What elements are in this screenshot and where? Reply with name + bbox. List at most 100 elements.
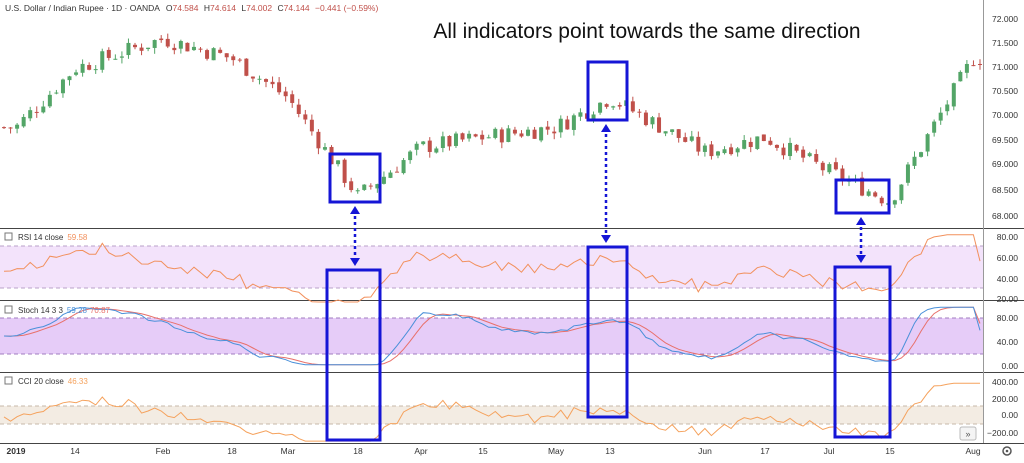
- candle-body: [945, 104, 950, 112]
- candle-body: [172, 47, 177, 51]
- collapse-icon[interactable]: [4, 305, 13, 314]
- candle-body: [611, 106, 616, 108]
- candle-body: [696, 136, 701, 152]
- candle-body: [499, 129, 504, 143]
- candle-body: [860, 177, 865, 196]
- candle-body: [951, 83, 956, 107]
- candle-body: [879, 197, 884, 204]
- cci-tick: 400.00: [992, 377, 1018, 387]
- rsi-band: [0, 246, 983, 288]
- symbol-legend[interactable]: U.S. Dollar / Indian Rupee · 1D · OANDA …: [5, 3, 378, 13]
- candle-body: [571, 115, 576, 130]
- candle-body: [100, 51, 105, 70]
- price-tick: 71.500: [992, 38, 1018, 48]
- cci-legend[interactable]: CCI 20 close 46.33: [4, 376, 88, 386]
- price-tick: 69.000: [992, 159, 1018, 169]
- candle-body: [47, 94, 52, 107]
- candle-body: [788, 142, 793, 157]
- settings-button[interactable]: [1002, 446, 1012, 456]
- candle-body: [283, 91, 288, 97]
- rsi-tick: 40.00: [997, 274, 1019, 284]
- candle-body: [139, 47, 144, 51]
- arrow-head-up: [856, 217, 866, 225]
- candle-body: [362, 184, 367, 190]
- time-tick: 18: [227, 446, 237, 456]
- candle-body: [794, 144, 799, 151]
- stoch-axis[interactable]: 80.00 40.00 0.00: [997, 313, 1019, 371]
- candle-body: [801, 149, 806, 158]
- stoch-tick: 80.00: [997, 313, 1019, 323]
- price-tick: 68.000: [992, 211, 1018, 221]
- time-axis[interactable]: 2019 14 Feb 18 Mar 18 Apr 15 May 13 Jun …: [7, 446, 981, 456]
- cci-axis[interactable]: 400.00 200.00 0.00 −200.00: [987, 377, 1018, 438]
- rsi-axis[interactable]: 80.00 60.00 40.00 20.00: [997, 232, 1019, 304]
- candle-body: [670, 129, 675, 132]
- time-tick: Feb: [156, 446, 171, 456]
- candle-body: [106, 49, 111, 58]
- candle-body: [873, 192, 878, 197]
- candle-body: [919, 152, 924, 157]
- candle-body: [250, 76, 255, 79]
- candles-layer: [2, 33, 982, 208]
- candle-body: [237, 59, 242, 61]
- price-tick: 72.000: [992, 14, 1018, 24]
- candle-body: [54, 92, 59, 94]
- price-axis[interactable]: 72.000 71.500 71.000 70.500 70.000 69.50…: [992, 14, 1018, 221]
- candle-body: [702, 145, 707, 152]
- candle-body: [80, 63, 85, 73]
- candle-body: [427, 140, 432, 152]
- price-tick: 70.500: [992, 86, 1018, 96]
- high-label: H: [204, 3, 210, 13]
- price-tick: 68.500: [992, 185, 1018, 195]
- candle-body: [774, 144, 779, 148]
- candle-body: [978, 63, 982, 65]
- candle-body: [126, 42, 131, 56]
- collapse-icon[interactable]: [4, 376, 13, 385]
- candle-body: [735, 148, 740, 153]
- highlight-box: [834, 178, 891, 215]
- candle-body: [165, 38, 170, 47]
- cci-tick: 200.00: [992, 394, 1018, 404]
- low-value: 74.002: [246, 3, 272, 13]
- stoch-label: Stoch 14 3 3: [18, 306, 63, 315]
- button-frame: [959, 426, 977, 441]
- stoch-layer: [3, 306, 981, 366]
- arrow-head-down: [350, 258, 360, 266]
- candle-body: [349, 181, 354, 191]
- candle-body: [211, 48, 216, 61]
- close-label: C: [277, 3, 283, 13]
- arrow-head-up: [601, 124, 611, 132]
- rsi-tick: 20.00: [997, 294, 1019, 304]
- collapse-icon[interactable]: [4, 232, 13, 241]
- arrow-head-up: [350, 206, 360, 214]
- candle-body: [617, 105, 622, 107]
- highlight-box: [325, 268, 382, 442]
- candle-body: [395, 171, 400, 173]
- rsi-label: RSI 14 close: [18, 233, 64, 242]
- candle-body: [722, 149, 727, 154]
- candle-body: [218, 49, 223, 53]
- candle-body: [840, 168, 845, 181]
- candle-body: [34, 111, 39, 113]
- candle-body: [224, 53, 229, 58]
- candle-body: [329, 146, 334, 165]
- time-tick: 18: [353, 446, 363, 456]
- cci-label: CCI 20 close: [18, 377, 64, 386]
- candle-body: [257, 78, 262, 80]
- cci-band: [0, 406, 983, 424]
- candle-body: [447, 135, 452, 147]
- candle-body: [480, 134, 485, 140]
- candle-body: [8, 127, 13, 129]
- candle-body: [820, 162, 825, 171]
- rsi-legend[interactable]: RSI 14 close 59.58: [4, 232, 88, 242]
- candle-body: [93, 69, 98, 71]
- candle-body: [827, 164, 832, 173]
- stoch-legend[interactable]: Stoch 14 3 3 59.28 70.87: [4, 305, 111, 315]
- candle-body: [87, 65, 92, 70]
- stoch-tick: 0.00: [1001, 361, 1018, 371]
- time-tick: 14: [70, 446, 80, 456]
- scroll-to-latest-button[interactable]: »: [959, 426, 977, 441]
- candle-body: [2, 127, 6, 129]
